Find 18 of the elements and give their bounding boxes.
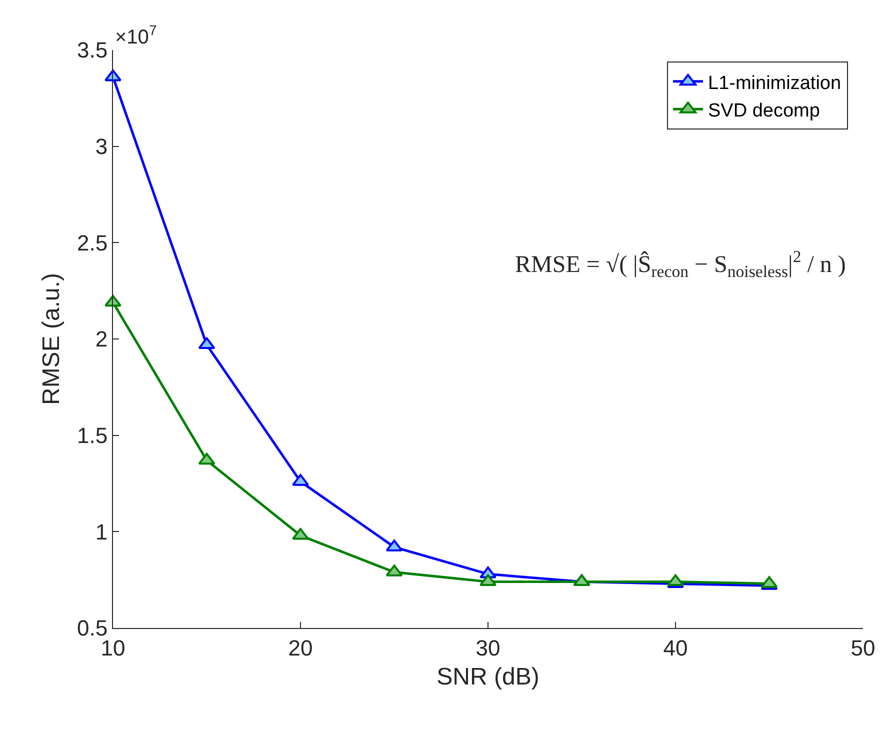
legend-label: SVD decomp: [708, 100, 820, 122]
x-tick-label: 40: [663, 635, 688, 660]
x-axis-title: SNR (dB): [436, 664, 540, 691]
x-tick-label: 20: [288, 635, 313, 660]
y-tick-label: 1: [95, 519, 108, 544]
point: [198, 452, 216, 465]
y-axis-title: RMSE (a.u.): [38, 272, 66, 406]
y-tick-label: 1.5: [77, 423, 108, 448]
y-tick-label: 2.5: [77, 230, 108, 256]
y-tick-label: 3: [95, 134, 108, 160]
y-tick-label: 2: [95, 326, 108, 352]
annotation: RMSE = √( |Ŝ$_{recon}$ − S$_{noiseless}$|$^{2}$ / n ): [515, 247, 846, 282]
legend-label: L1-minimization: [708, 72, 842, 94]
x-tick-label: 30: [476, 635, 500, 660]
text: ×10$^{7}$: [115, 22, 157, 48]
x-tick-label: 50: [850, 635, 876, 660]
y-tick-label: 3.5: [77, 38, 108, 63]
point: [198, 337, 216, 350]
